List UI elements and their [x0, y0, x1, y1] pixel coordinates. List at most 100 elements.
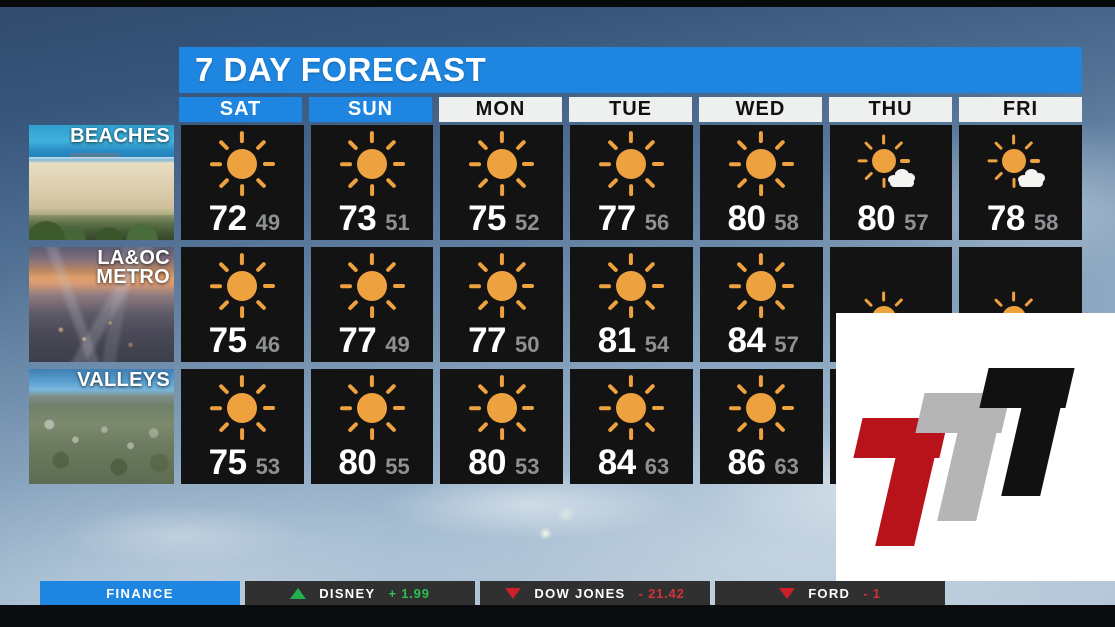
finance-ticker[interactable]: FINANCE DISNEY + 1.99 DOW JONES - 21.42 FORD…: [40, 581, 1115, 605]
high-temperature: 73: [338, 199, 377, 238]
sunny-icon: [205, 131, 279, 201]
sunny-icon: [465, 131, 539, 201]
low-temperature: 58: [1033, 210, 1059, 235]
low-temperature: 49: [255, 210, 281, 235]
temperature-pair: 81 54: [570, 323, 693, 358]
temperature-pair: 73 51: [311, 201, 434, 236]
temperature-pair: 78 58: [959, 201, 1082, 236]
high-temperature: 84: [727, 321, 766, 360]
forecast-cell[interactable]: 73 51: [310, 125, 434, 240]
day-header-thu[interactable]: THU: [829, 97, 952, 122]
forecast-cell[interactable]: 75 46: [181, 247, 304, 362]
low-temperature: 56: [644, 210, 670, 235]
high-temperature: 77: [468, 321, 506, 360]
sunny-icon: [984, 133, 1058, 201]
region-label: BEACHES: [70, 125, 170, 147]
low-temperature: 55: [385, 454, 410, 479]
partly-cloudy-icon: [854, 133, 928, 201]
low-temperature: 63: [644, 454, 670, 479]
low-temperature: 50: [515, 332, 540, 357]
region-thumbnail-valleys[interactable]: VALLEYS: [29, 369, 174, 484]
low-temperature: 49: [385, 332, 410, 357]
day-header-sun[interactable]: SUN: [309, 97, 432, 122]
sunny-icon: [594, 375, 668, 445]
sunny-icon: [594, 375, 668, 445]
forecast-cell[interactable]: 86 63: [699, 369, 823, 484]
temperature-pair: 77 49: [311, 323, 434, 358]
forecast-cell[interactable]: 80 53: [440, 369, 564, 484]
forecast-cell[interactable]: 75 52: [440, 125, 564, 240]
sunny-icon: [335, 253, 409, 323]
sunny-icon: [465, 375, 539, 445]
temperature-pair: 84 63: [570, 445, 693, 480]
forecast-cell[interactable]: 77 56: [570, 125, 693, 240]
high-temperature: 84: [597, 443, 636, 482]
forecast-title: 7 DAY FORECAST: [179, 47, 1082, 93]
ticker-item[interactable]: DISNEY + 1.99: [245, 581, 475, 605]
sunny-icon: [205, 253, 279, 323]
sunny-icon: [594, 253, 668, 323]
partly-cloudy-icon: [984, 133, 1058, 201]
forecast-cell[interactable]: 77 50: [440, 247, 564, 362]
arrow-down-icon: [505, 587, 522, 599]
sunny-icon: [205, 253, 279, 323]
day-header-mon[interactable]: MON: [439, 97, 562, 122]
low-temperature: 58: [774, 210, 799, 235]
high-temperature: 75: [208, 321, 247, 360]
forecast-cell[interactable]: 72 49: [181, 125, 304, 240]
low-temperature: 54: [644, 332, 670, 357]
low-temperature: 46: [255, 332, 281, 357]
high-temperature: 81: [597, 321, 636, 360]
sunny-icon: [594, 131, 668, 201]
forecast-cell[interactable]: 77 49: [310, 247, 434, 362]
day-header-sat[interactable]: SAT: [179, 97, 302, 122]
forecast-cell[interactable]: 81 54: [570, 247, 693, 362]
temperature-pair: 86 63: [700, 445, 823, 480]
sunny-icon: [594, 253, 668, 323]
high-temperature: 75: [468, 199, 506, 238]
logo-letter-t-black: [979, 368, 1075, 496]
low-temperature: 52: [515, 210, 540, 235]
forecast-panel: 7 DAY FORECAST SAT SUN MON TUE WED THU FRI: [179, 47, 1082, 122]
arrow-up-icon: [290, 587, 307, 599]
ticker-symbol: FORD: [808, 585, 851, 601]
ticker-symbol: DISNEY: [319, 585, 376, 601]
sunny-icon: [465, 253, 539, 323]
region-label: LA&OC METRO: [96, 247, 170, 289]
ticker-change: + 1.99: [388, 585, 430, 601]
ticker-symbol: DOW JONES: [534, 585, 626, 601]
ticker-badge: FINANCE: [40, 581, 240, 605]
arrow-down-icon: [779, 587, 796, 599]
forecast-cell[interactable]: 80 58: [699, 125, 823, 240]
day-header-tue[interactable]: TUE: [569, 97, 692, 122]
ticker-change: - 1: [863, 585, 881, 601]
low-temperature: 53: [515, 454, 540, 479]
sunny-icon: [724, 375, 798, 445]
region-photo: [29, 125, 174, 240]
sunny-icon: [465, 131, 539, 201]
forecast-cell[interactable]: 80 55: [310, 369, 434, 484]
forecast-cell[interactable]: 84 57: [699, 247, 823, 362]
temperature-pair: 75 52: [440, 201, 563, 236]
sunny-icon: [205, 131, 279, 201]
day-header-wed[interactable]: WED: [699, 97, 822, 122]
high-temperature: 80: [338, 443, 377, 482]
high-temperature: 77: [597, 199, 636, 238]
ticker-item[interactable]: DOW JONES - 21.42: [480, 581, 710, 605]
region-photo: [29, 369, 174, 484]
forecast-cell[interactable]: 78 58: [959, 125, 1082, 240]
temperature-pair: 75 53: [181, 445, 304, 480]
day-header-row: SAT SUN MON TUE WED THU FRI: [179, 97, 1082, 122]
sunny-icon: [854, 133, 928, 201]
forecast-cell[interactable]: 80 57: [829, 125, 953, 240]
forecast-cell[interactable]: 84 63: [570, 369, 693, 484]
ticker-item[interactable]: FORD - 1: [715, 581, 945, 605]
region-thumbnail-metro[interactable]: LA&OC METRO: [29, 247, 174, 362]
sunny-icon: [335, 375, 409, 445]
forecast-cell[interactable]: 75 53: [181, 369, 304, 484]
region-thumbnail-beach[interactable]: BEACHES: [29, 125, 174, 240]
day-header-fri[interactable]: FRI: [959, 97, 1082, 122]
high-temperature: 75: [208, 443, 247, 482]
sunny-icon: [465, 253, 539, 323]
